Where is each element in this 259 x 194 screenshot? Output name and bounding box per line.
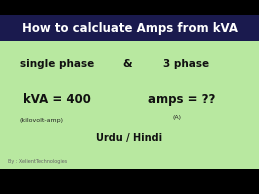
Text: By : XelientTechnologies: By : XelientTechnologies — [8, 159, 67, 164]
Text: 3 phase: 3 phase — [163, 59, 210, 69]
Text: kVA = 400: kVA = 400 — [23, 93, 91, 106]
Text: (A): (A) — [173, 115, 182, 120]
FancyBboxPatch shape — [0, 0, 259, 15]
Text: How to calcluate Amps from kVA: How to calcluate Amps from kVA — [21, 22, 238, 35]
FancyBboxPatch shape — [0, 41, 259, 169]
Text: amps = ??: amps = ?? — [148, 93, 215, 106]
FancyBboxPatch shape — [0, 15, 259, 41]
Text: &: & — [122, 59, 132, 69]
Text: (kilovolt-amp): (kilovolt-amp) — [19, 118, 63, 123]
FancyBboxPatch shape — [0, 169, 259, 194]
Text: single phase: single phase — [20, 59, 94, 69]
Text: Urdu / Hindi: Urdu / Hindi — [96, 133, 163, 143]
